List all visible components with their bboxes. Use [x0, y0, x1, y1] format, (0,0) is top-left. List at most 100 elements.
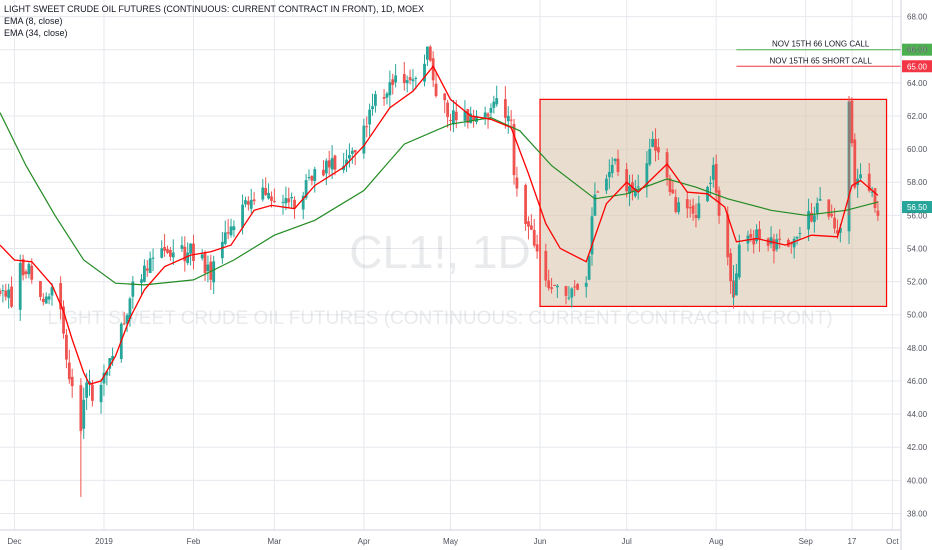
candle-body — [7, 289, 11, 298]
candle-body — [755, 229, 759, 242]
date-tick-label: Jul — [622, 537, 632, 546]
legend-ema-slow: EMA (34, close) — [4, 28, 68, 38]
candle-body — [249, 199, 253, 209]
candle-body — [142, 265, 146, 282]
candle-body — [867, 173, 871, 191]
date-tick-label: Sep — [799, 537, 814, 546]
candle-body — [492, 101, 496, 108]
candle-body — [553, 284, 556, 286]
candle-body — [226, 232, 230, 234]
price-tick-label: 38.00 — [907, 509, 928, 518]
candle-body — [79, 385, 83, 431]
date-tick-label: Apr — [358, 537, 371, 546]
date-tick-label: Feb — [187, 537, 201, 546]
candle-body — [111, 355, 115, 361]
candle-body — [775, 239, 779, 250]
price-tick-label: 66.00 — [907, 46, 928, 55]
candle-body — [535, 244, 539, 252]
candle-body — [244, 200, 247, 205]
candle-body — [284, 198, 288, 204]
candle-body — [313, 169, 317, 182]
candle-body — [128, 298, 132, 320]
candle-body — [827, 199, 831, 217]
candle-body — [301, 195, 305, 210]
candle-body — [186, 252, 190, 264]
call-lines[interactable]: NOV 15TH 66 LONG CALL 66.00 NOV 15TH 65 SH… — [736, 40, 932, 214]
price-tick-label: 62.00 — [907, 112, 928, 121]
candle-body — [59, 283, 63, 310]
candle-body — [766, 238, 770, 246]
candle-body — [691, 205, 695, 214]
candle-body — [324, 160, 328, 174]
candle-body — [82, 399, 86, 429]
candle-body — [633, 188, 637, 197]
watermark-symbol: CL1!, 1D — [349, 226, 531, 278]
candle-body — [362, 125, 366, 154]
candle-body — [798, 233, 802, 235]
candle-body — [108, 358, 112, 369]
date-tick-label: Oct — [886, 537, 899, 546]
candle-body — [772, 239, 776, 252]
candle-body — [636, 186, 640, 188]
candle-body — [229, 226, 233, 236]
candle-body — [148, 258, 152, 274]
candle-body — [836, 230, 839, 234]
candle-body — [50, 287, 54, 296]
candle-body — [368, 109, 372, 125]
candle-body — [674, 197, 678, 212]
candle-body — [749, 233, 753, 238]
chart-legend: LIGHT SWEET CRUDE OIL FUTURES (CONTINUOU… — [4, 3, 424, 39]
candle-body — [24, 271, 28, 275]
price-tick-label: 40.00 — [907, 476, 928, 485]
candle-body — [815, 203, 819, 214]
candle-body — [140, 279, 143, 283]
candle-body — [425, 46, 429, 60]
candle-body — [365, 126, 369, 128]
candle-body — [786, 239, 790, 247]
candle-body — [795, 236, 799, 239]
candle-body — [264, 188, 268, 195]
candle-body — [171, 252, 175, 258]
date-tick-label: May — [443, 537, 458, 546]
candle-body — [423, 63, 426, 82]
candle-body — [70, 376, 74, 387]
long-call-price-badge — [902, 43, 932, 56]
candle-body — [469, 113, 473, 124]
price-tick-label: 50.00 — [907, 311, 928, 320]
candle-body — [408, 77, 412, 81]
candle-body — [402, 74, 406, 83]
candle-body — [573, 286, 577, 288]
candle-body — [483, 112, 487, 118]
candle-body — [180, 245, 184, 249]
date-tick-label: Dec — [7, 537, 21, 546]
candle-body — [330, 158, 334, 170]
candle-body — [443, 93, 447, 101]
candle-body — [587, 255, 591, 280]
candle-body — [564, 286, 568, 296]
watermark: CL1!, 1D LIGHT SWEET CRUDE OIL FUTURES (… — [47, 226, 832, 329]
candle-body — [189, 243, 192, 254]
candle-body — [688, 207, 692, 209]
candle-body — [449, 119, 452, 122]
candle-body — [671, 189, 675, 194]
candle-body — [555, 285, 559, 288]
candle-body — [270, 196, 273, 201]
candle-body — [220, 241, 224, 259]
candle-body — [853, 139, 857, 188]
candle-body — [65, 334, 68, 360]
range-box-layer[interactable] — [539, 98, 888, 308]
candle-body — [203, 252, 207, 273]
candle-body — [192, 243, 195, 261]
candle-body — [590, 216, 594, 255]
price-tick-label: 64.00 — [907, 79, 928, 88]
candle-body — [125, 315, 129, 324]
candle-body — [374, 94, 377, 106]
candle-body — [168, 250, 172, 257]
price-badge-text: 66.00 — [907, 46, 928, 55]
legend-title: LIGHT SWEET CRUDE OIL FUTURES (CONTINUOU… — [4, 4, 425, 14]
candle-body — [859, 174, 862, 179]
candle-body — [333, 155, 337, 170]
